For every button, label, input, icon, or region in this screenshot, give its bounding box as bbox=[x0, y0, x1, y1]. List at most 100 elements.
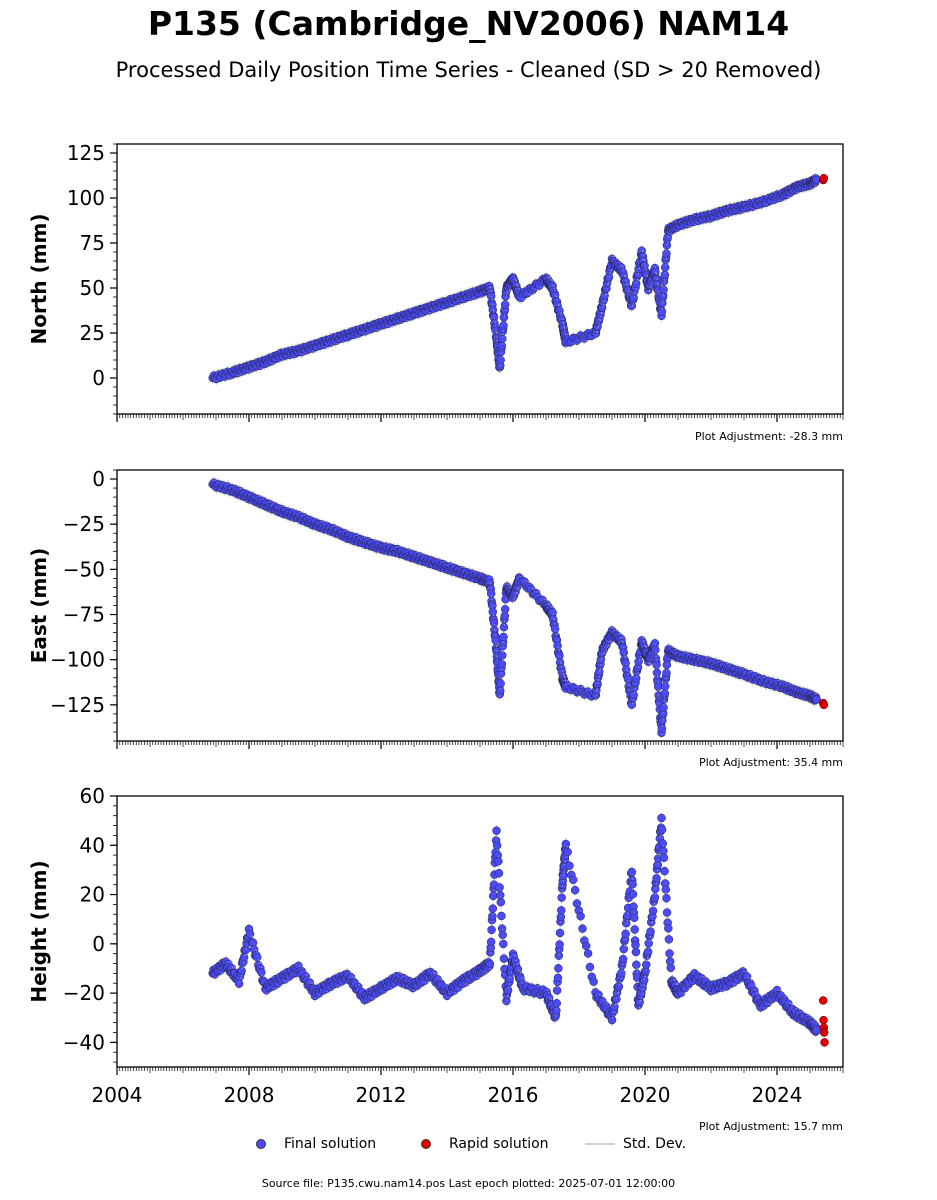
final-point bbox=[499, 954, 509, 963]
rapid-point bbox=[819, 700, 829, 710]
series-final-north bbox=[208, 172, 829, 385]
final-point bbox=[497, 911, 506, 921]
final-point bbox=[657, 813, 666, 823]
final-point bbox=[641, 960, 651, 969]
final-point bbox=[553, 973, 563, 983]
plot-adjustment-note: Plot Adjustment: -28.3 mm bbox=[695, 430, 843, 443]
final-point bbox=[630, 913, 639, 923]
final-point bbox=[632, 960, 641, 970]
final-point bbox=[563, 847, 572, 857]
final-point bbox=[812, 695, 821, 704]
y-tick-label: 0 bbox=[92, 366, 105, 390]
final-point bbox=[237, 966, 246, 976]
final-point bbox=[257, 968, 266, 977]
final-point bbox=[617, 968, 626, 978]
final-point bbox=[623, 675, 633, 684]
panel-north: 0 25 50 75 100 125 North (mm) Plot Adjustment: … bbox=[27, 141, 844, 443]
plot-adjustment-note: Plot Adjustment: 35.4 mm bbox=[699, 756, 843, 769]
final-point bbox=[496, 679, 505, 688]
final-point bbox=[494, 857, 503, 866]
final-point bbox=[644, 939, 653, 948]
final-point bbox=[570, 885, 580, 895]
panel-east: 0 −25 −50 −75 −100 −125 East (mm) Plot Adjustme… bbox=[27, 467, 844, 769]
final-point bbox=[494, 868, 504, 878]
y-tick-label: −125 bbox=[50, 693, 105, 717]
final-point bbox=[498, 930, 507, 940]
final-point bbox=[660, 866, 669, 876]
panel-frame bbox=[116, 469, 844, 742]
series-final-height bbox=[208, 812, 829, 1047]
final-point bbox=[485, 959, 495, 969]
final-point bbox=[661, 885, 671, 894]
final-point bbox=[610, 1002, 619, 1011]
final-point bbox=[555, 940, 564, 949]
final-point bbox=[666, 963, 676, 973]
final-point bbox=[492, 841, 502, 850]
final-point bbox=[496, 897, 506, 907]
final-point bbox=[665, 949, 674, 958]
final-point bbox=[554, 964, 563, 973]
final-point bbox=[664, 924, 673, 933]
final-point bbox=[245, 929, 255, 939]
final-point bbox=[662, 893, 671, 903]
final-point bbox=[557, 893, 566, 902]
y-tick-label: −75 bbox=[63, 603, 105, 627]
final-point bbox=[619, 944, 629, 954]
final-point bbox=[552, 999, 561, 1008]
final-point bbox=[583, 949, 593, 958]
final-point bbox=[572, 899, 582, 908]
final-point bbox=[618, 954, 628, 964]
y-axis-label: North (mm) bbox=[27, 213, 51, 344]
final-point bbox=[614, 982, 624, 991]
final-point bbox=[621, 929, 630, 939]
final-point bbox=[498, 651, 507, 660]
final-point bbox=[589, 977, 598, 986]
y-tick-label: 50 bbox=[80, 276, 105, 300]
y-tick-label: 125 bbox=[67, 141, 105, 165]
final-point bbox=[499, 939, 508, 949]
final-point bbox=[631, 674, 641, 683]
final-point bbox=[628, 889, 638, 899]
final-point bbox=[648, 906, 658, 916]
final-point bbox=[495, 883, 504, 892]
final-point bbox=[578, 924, 587, 933]
final-point bbox=[664, 935, 674, 944]
final-point bbox=[500, 605, 510, 614]
final-point bbox=[486, 937, 496, 947]
y-tick-label: 25 bbox=[80, 321, 105, 345]
y-tick-label: 75 bbox=[80, 231, 105, 255]
final-point bbox=[630, 925, 639, 934]
final-point bbox=[550, 624, 560, 634]
final-point bbox=[565, 861, 574, 870]
y-tick-label: 0 bbox=[92, 467, 105, 491]
final-point bbox=[607, 1015, 617, 1025]
rapid-point bbox=[819, 173, 829, 183]
final-point bbox=[659, 853, 669, 862]
final-point bbox=[576, 911, 585, 921]
final-point bbox=[631, 947, 641, 957]
final-point bbox=[652, 873, 661, 883]
final-point bbox=[568, 875, 578, 885]
final-point bbox=[643, 947, 653, 956]
final-point bbox=[557, 906, 566, 915]
chart-subtitle: Processed Daily Position Time Series - C… bbox=[115, 58, 822, 82]
final-point bbox=[492, 826, 501, 835]
final-point bbox=[628, 880, 637, 889]
final-point bbox=[239, 952, 249, 962]
final-point bbox=[495, 890, 505, 900]
final-point bbox=[657, 825, 667, 834]
final-point bbox=[585, 962, 595, 972]
final-point bbox=[555, 928, 565, 938]
final-point bbox=[629, 690, 638, 700]
final-point bbox=[488, 904, 498, 913]
final-point bbox=[581, 941, 591, 951]
final-point bbox=[662, 908, 672, 917]
y-tick-label: −100 bbox=[50, 648, 105, 672]
y-tick-label: −50 bbox=[63, 557, 105, 581]
chart-title: P135 (Cambridge_NV2006) NAM14 bbox=[147, 4, 790, 43]
y-tick-label: 100 bbox=[67, 186, 105, 210]
final-point bbox=[658, 839, 667, 848]
final-point bbox=[561, 839, 571, 849]
y-axis-label: East (mm) bbox=[27, 548, 51, 664]
